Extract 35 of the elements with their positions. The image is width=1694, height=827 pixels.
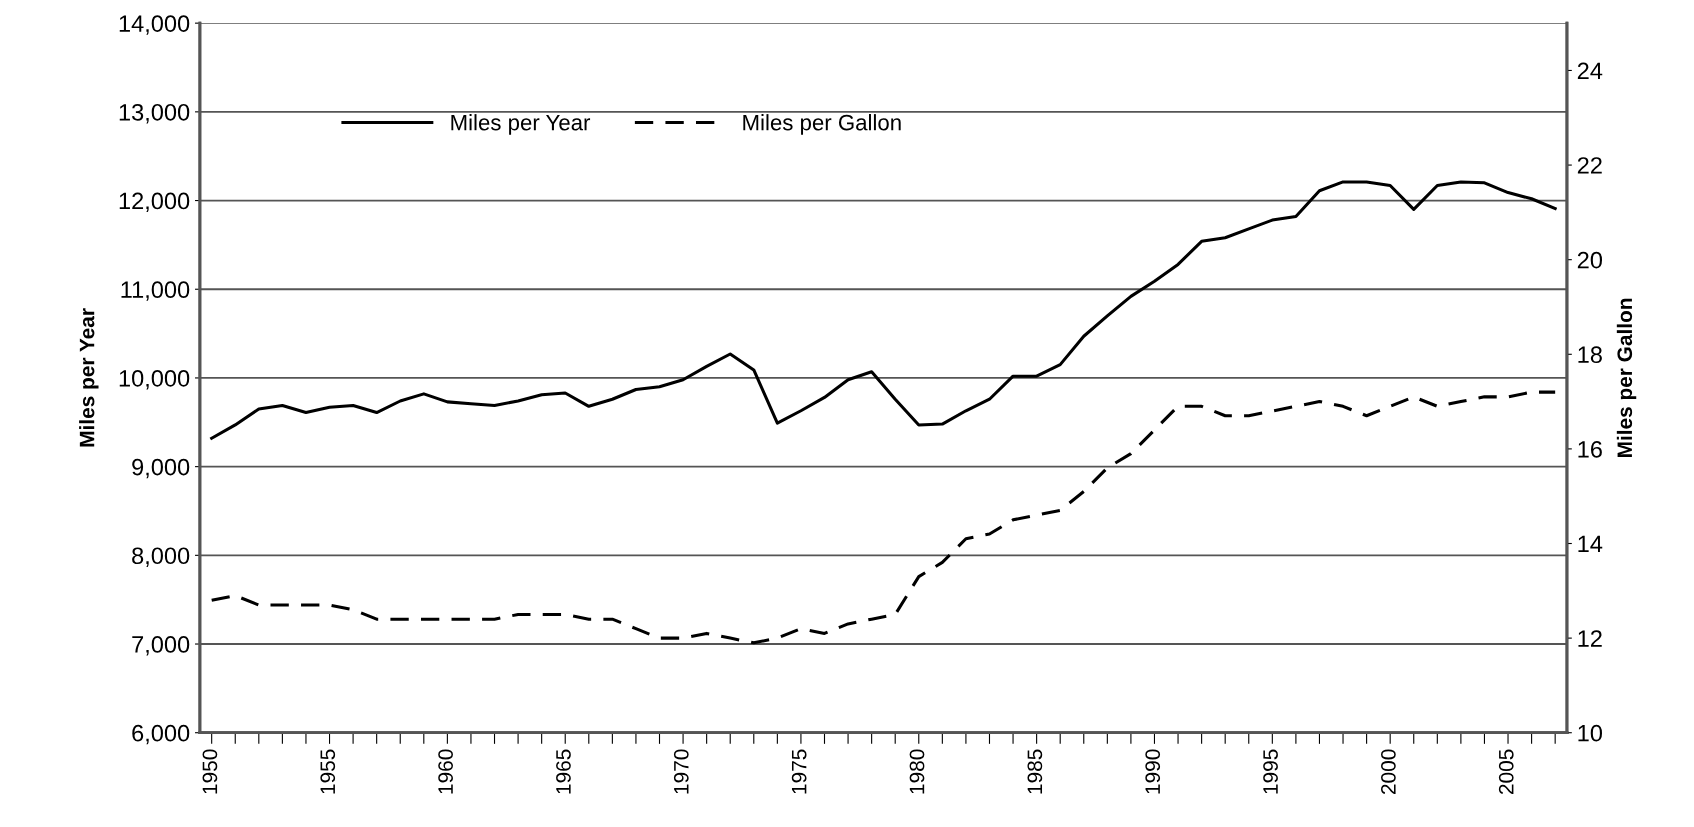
y-tick-label: 14,000 [119,15,190,35]
y2-axis-title: Miles per Gallon [1616,298,1637,457]
y2-tick-label: 14 [1578,535,1603,553]
y2-tick-label: 10 [1578,724,1603,742]
x-tick-label: 1995 [1263,749,1278,794]
y-tick-label: 13,000 [119,103,190,124]
y-tick-label: 11,000 [121,281,190,301]
x-tick-label: 1980 [909,749,925,794]
y-tick-label: 10,000 [119,370,190,390]
line-series [210,390,1557,645]
x-tick-label: 1975 [791,749,807,794]
y-tick-label: 8,000 [132,547,190,567]
x-tick-label: 1970 [673,749,689,794]
legend-label: Miles per Gallon [743,114,901,135]
y2-tick-label: 22 [1577,157,1602,174]
x-tick-label: 1960 [438,749,453,794]
y-axis-title: Miles per Year [79,308,99,447]
x-tick-label: 1965 [556,749,571,794]
x-tick-label: 1985 [1027,749,1043,794]
y2-tick-label: 20 [1577,251,1603,269]
y2-tick-label: 18 [1578,346,1602,364]
x-tick-label: 1955 [320,749,336,794]
line-series [210,180,1557,440]
x-tick-label: 1990 [1145,749,1161,794]
y-tick-label: 9,000 [132,458,190,479]
y-tick-label: 12,000 [119,192,190,213]
y-tick-label: 6,000 [132,724,190,745]
y2-tick-label: 12 [1578,630,1602,647]
x-tick-label: 2005 [1498,749,1514,794]
y2-tick-label: 24 [1577,62,1603,80]
y2-tick-label: 16 [1578,440,1602,458]
y-tick-label: 7,000 [132,636,190,656]
x-tick-label: 1950 [202,749,218,794]
x-tick-label: 2000 [1381,749,1396,794]
legend-label: Miles per Year [451,114,591,135]
